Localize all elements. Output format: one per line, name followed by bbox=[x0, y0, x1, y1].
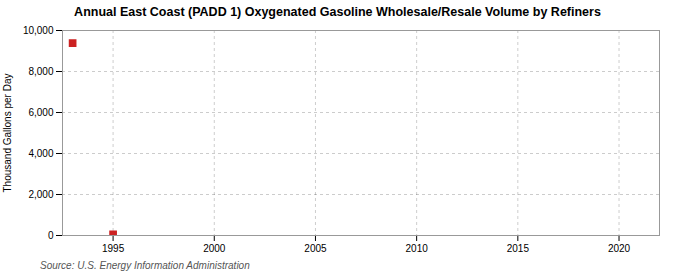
svg-text:6,000: 6,000 bbox=[28, 107, 53, 118]
html-text:Source: U.S. Energy Informatio: Source: U.S. Energy Information Administ… bbox=[40, 260, 250, 271]
html-text:Annual East Coast (PADD 1) Oxy: Annual East Coast (PADD 1) Oxygenated Ga… bbox=[74, 5, 601, 19]
svg-text:8,000: 8,000 bbox=[28, 66, 53, 77]
svg-text:2005: 2005 bbox=[304, 243, 327, 254]
svg-text:2020: 2020 bbox=[608, 243, 631, 254]
svg-text:1995: 1995 bbox=[102, 243, 125, 254]
svg-text:2015: 2015 bbox=[507, 243, 530, 254]
svg-text:0: 0 bbox=[48, 230, 54, 241]
svg-text:4,000: 4,000 bbox=[28, 148, 53, 159]
svg-text:Thousand Gallons per Day: Thousand Gallons per Day bbox=[2, 74, 13, 193]
svg-text:2000: 2000 bbox=[203, 243, 226, 254]
svg-text:2010: 2010 bbox=[406, 243, 429, 254]
svg-text:2,000: 2,000 bbox=[28, 189, 53, 200]
svg-text:10,000: 10,000 bbox=[23, 25, 54, 36]
